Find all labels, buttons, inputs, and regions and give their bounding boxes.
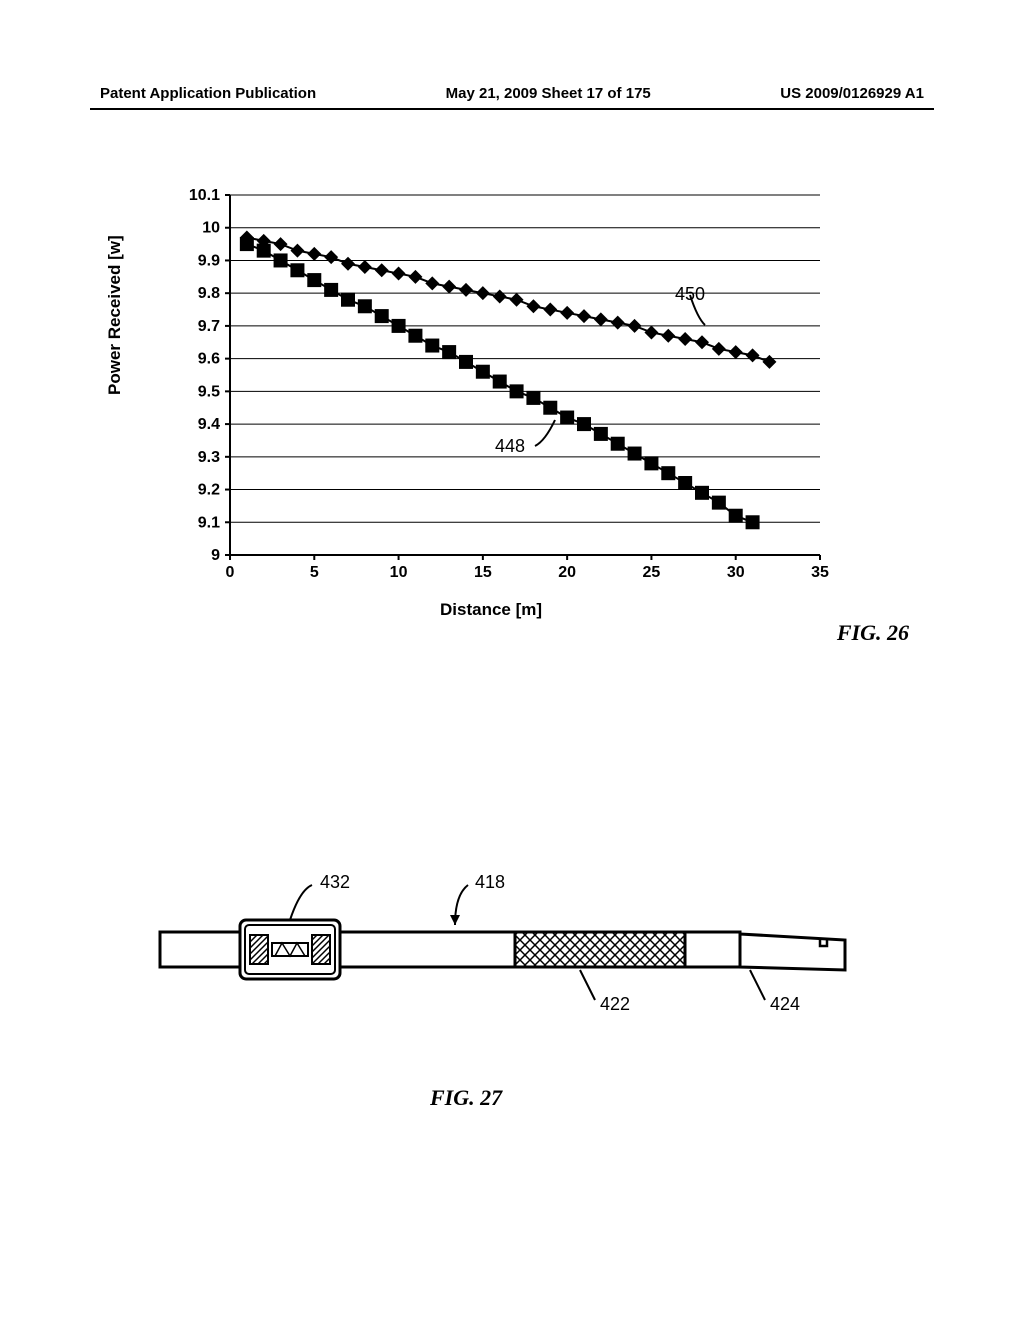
chart-svg: 9 9.1 9.2 9.3 9.4 9.5 9.6 9.7 9.8 9.9 10 10.1 0 5 10 15… [145,185,850,620]
diagram-fig27: 432 418 [130,870,870,1050]
svg-text:25: 25 [643,564,661,581]
arrow-418 [450,915,460,925]
connector-hatch-left [250,935,268,964]
connector-hatch-right [312,935,330,964]
leader-422 [580,970,595,1000]
svg-text:9.1: 9.1 [198,514,220,531]
svg-text:10: 10 [390,564,408,581]
fig27-caption: FIG. 27 [430,1085,502,1111]
connector-center-box [272,943,308,956]
svg-text:30: 30 [727,564,745,581]
svg-text:9.4: 9.4 [198,416,220,433]
chart-fig26: 9 9.1 9.2 9.3 9.4 9.5 9.6 9.7 9.8 9.9 10 10.1 0 5 10 15… [145,185,850,620]
chart-ylabel: Power Received [w] [105,235,125,395]
leader-424 [750,970,765,1000]
ref-label-424: 424 [770,994,800,1014]
page-header: Patent Application Publication May 21, 2… [0,85,1024,102]
ref-label-418: 418 [475,872,505,892]
svg-text:9.6: 9.6 [198,351,220,368]
svg-text:9.5: 9.5 [198,383,220,400]
leader-432 [290,885,312,920]
svg-text:9.2: 9.2 [198,482,220,499]
end-piece [740,934,845,970]
fig26-caption: FIG. 26 [837,620,909,646]
svg-text:20: 20 [558,564,576,581]
ref-label-432: 432 [320,872,350,892]
header-center: May 21, 2009 Sheet 17 of 175 [446,85,651,102]
svg-text:15: 15 [474,564,492,581]
svg-text:10: 10 [202,220,220,237]
diagram-svg: 432 418 [130,870,870,1050]
svg-text:448: 448 [495,436,525,456]
svg-text:10.1: 10.1 [189,187,220,204]
svg-text:9.7: 9.7 [198,318,220,335]
crosshatch-section [515,932,685,967]
ref-label-422: 422 [600,994,630,1014]
svg-text:0: 0 [226,564,235,581]
svg-text:9.9: 9.9 [198,252,220,269]
header-left: Patent Application Publication [100,85,316,102]
svg-text:35: 35 [811,564,829,581]
header-right: US 2009/0126929 A1 [780,85,924,102]
svg-text:9.3: 9.3 [198,449,220,466]
svg-text:9: 9 [211,547,220,564]
header-divider [90,108,934,110]
svg-text:5: 5 [310,564,319,581]
svg-text:9.8: 9.8 [198,285,220,302]
svg-text:450: 450 [675,284,705,304]
